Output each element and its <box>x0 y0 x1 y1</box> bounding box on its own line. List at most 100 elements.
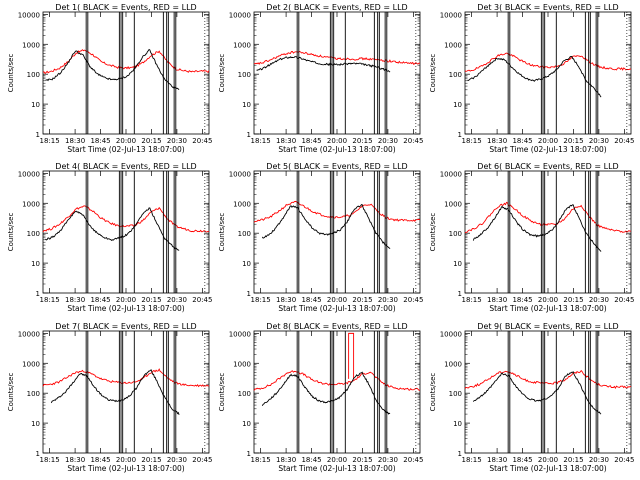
x-tick-label: 18:15 <box>251 456 271 464</box>
x-tick-label: 20:30 <box>378 296 398 304</box>
y-tick-label: 10000 <box>18 170 40 178</box>
y-axis-label: Counts/sec <box>7 213 15 252</box>
x-tick-label: 18:45 <box>301 456 321 464</box>
x-tick-label: 18:30 <box>487 137 507 145</box>
x-tick-label: 20:00 <box>327 137 347 145</box>
y-tick-label: 10 <box>453 260 462 268</box>
y-tick-label: 1000 <box>22 360 40 368</box>
y-tick-label: 100 <box>238 390 251 398</box>
plot-frame <box>42 330 210 454</box>
panel-6: Det 6( BLACK = Events, RED = LLD 1 10 100 10… <box>429 162 634 313</box>
y-tick-label: 100 <box>238 71 251 79</box>
y-tick-label: 10000 <box>18 11 40 19</box>
x-tick-label: 20:15 <box>563 456 583 464</box>
y-tick-label: 10 <box>31 260 40 268</box>
y-axis-label: Counts/sec <box>7 373 15 412</box>
x-tick-label: 20:30 <box>589 137 609 145</box>
y-tick-label: 1000 <box>22 200 40 208</box>
panel-title: Det 5( BLACK = Events, RED = LLD <box>266 162 407 171</box>
series-events <box>45 207 180 251</box>
series-events <box>467 56 602 98</box>
y-tick-label: 1 <box>458 290 462 298</box>
x-tick-label: 18:45 <box>90 296 110 304</box>
y-tick-label: 100 <box>27 230 40 238</box>
y-tick-label: 10000 <box>440 170 462 178</box>
y-tick-label: 10000 <box>440 11 462 19</box>
y-tick-label: 10 <box>31 420 40 428</box>
panel-5: Det 5( BLACK = Events, RED = LLD 1 10 100 10… <box>218 162 423 313</box>
x-tick-label: 20:45 <box>614 456 634 464</box>
x-tick-label: 20:45 <box>403 456 423 464</box>
x-axis-label: Start Time (02-Jul-13 18:07:00) <box>278 464 395 473</box>
x-tick-label: 18:30 <box>487 296 507 304</box>
series-lld <box>42 368 210 388</box>
y-tick-label: 10 <box>242 260 251 268</box>
series-events <box>261 371 391 415</box>
series-events <box>261 204 391 249</box>
series-events <box>50 369 180 415</box>
y-axis-label: Counts/sec <box>429 373 437 412</box>
x-tick-label: 20:15 <box>352 456 372 464</box>
x-tick-label: 18:15 <box>462 296 482 304</box>
x-tick-label: 18:15 <box>462 456 482 464</box>
x-tick-label: 18:30 <box>276 456 296 464</box>
y-tick-label: 1 <box>36 290 40 298</box>
y-tick-label: 1000 <box>444 360 462 368</box>
plot-frame <box>42 170 210 294</box>
plot-frame <box>42 11 210 135</box>
series-lld <box>253 200 420 223</box>
series-lld <box>464 369 632 389</box>
x-tick-label: 20:30 <box>589 296 609 304</box>
panel-3: Det 3( BLACK = Events, RED = LLD 1 10 100 10… <box>429 3 634 154</box>
y-axis-label: Counts/sec <box>218 213 226 252</box>
x-tick-label: 20:45 <box>192 456 212 464</box>
x-tick-label: 20:00 <box>538 137 558 145</box>
x-tick-label: 20:00 <box>327 296 347 304</box>
y-axis-label: Counts/sec <box>218 54 226 93</box>
y-tick-label: 1000 <box>444 41 462 49</box>
plot-frame <box>464 11 632 135</box>
series-lld <box>253 50 421 66</box>
y-tick-label: 1 <box>247 450 251 458</box>
x-tick-label: 18:30 <box>276 137 296 145</box>
panel-4: Det 4( BLACK = Events, RED = LLD 1 10 100 10… <box>7 162 212 313</box>
x-tick-label: 18:45 <box>90 456 110 464</box>
y-tick-label: 1000 <box>233 41 251 49</box>
x-tick-label: 20:30 <box>167 137 187 145</box>
x-tick-label: 20:00 <box>116 137 136 145</box>
panel-8: Det 8( BLACK = Events, RED = LLD 1 10 100 10… <box>218 322 423 473</box>
x-tick-label: 18:45 <box>301 296 321 304</box>
x-tick-label: 20:15 <box>352 296 372 304</box>
x-tick-label: 20:15 <box>141 296 161 304</box>
x-tick-label: 20:45 <box>403 137 423 145</box>
x-axis-label: Start Time (02-Jul-13 18:07:00) <box>489 304 606 313</box>
x-tick-label: 18:15 <box>40 296 60 304</box>
x-tick-label: 20:00 <box>327 456 347 464</box>
x-axis-label: Start Time (02-Jul-13 18:07:00) <box>278 304 395 313</box>
y-tick-label: 10000 <box>229 170 251 178</box>
x-tick-label: 18:30 <box>65 456 85 464</box>
y-tick-label: 1 <box>247 131 251 139</box>
x-axis-label: Start Time (02-Jul-13 18:07:00) <box>489 464 606 473</box>
y-tick-label: 1 <box>247 290 251 298</box>
y-axis-label: Counts/sec <box>7 54 15 93</box>
y-tick-label: 100 <box>238 230 251 238</box>
panel-title: Det 1( BLACK = Events, RED = LLD <box>55 3 196 12</box>
x-tick-label: 18:45 <box>512 456 532 464</box>
x-tick-label: 20:00 <box>538 456 558 464</box>
series-lld <box>42 49 210 75</box>
x-tick-label: 20:30 <box>378 137 398 145</box>
x-tick-label: 20:15 <box>352 137 372 145</box>
y-tick-label: 10 <box>31 101 40 109</box>
y-axis-label: Counts/sec <box>429 213 437 252</box>
y-axis-label: Counts/sec <box>429 54 437 93</box>
series-lld <box>464 201 632 234</box>
x-axis-label: Start Time (02-Jul-13 18:07:00) <box>489 145 606 154</box>
panel-title: Det 3( BLACK = Events, RED = LLD <box>477 3 618 12</box>
x-tick-label: 18:30 <box>65 137 85 145</box>
x-axis-label: Start Time (02-Jul-13 18:07:00) <box>278 145 395 154</box>
y-tick-label: 10 <box>242 101 251 109</box>
x-tick-label: 20:15 <box>563 296 583 304</box>
x-tick-label: 20:45 <box>192 137 212 145</box>
